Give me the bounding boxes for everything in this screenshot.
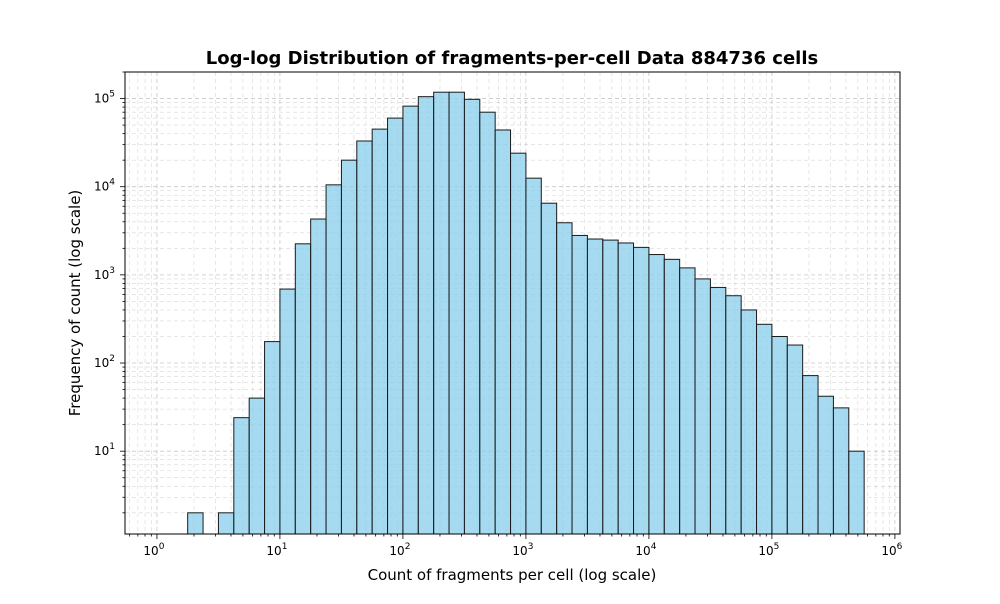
histogram-bar [848,450,865,535]
histogram-bar [771,335,788,535]
chart-title: Log-log Distribution of fragments-per-ce… [206,48,818,69]
x-tick-label: 103 [512,542,533,558]
y-tick-label-base: 10 [94,92,109,106]
histogram-bar [264,341,281,535]
y-tick-label-exponent: 5 [109,90,115,100]
histogram-bar [325,184,342,535]
histogram-bar [310,218,327,535]
histogram-bar [602,239,619,535]
x-tick-label-base: 10 [881,544,896,558]
histogram-bar [294,243,312,535]
histogram-bar [679,267,696,535]
histogram-bar [832,407,850,535]
x-tick-label-base: 10 [389,544,404,558]
x-tick-label: 100 [143,542,164,558]
histogram-bar [617,242,635,535]
y-tick-label-base: 10 [94,180,109,194]
histogram-bar [248,397,266,535]
histogram-bar [463,98,481,535]
x-tick-label-exponent: 1 [282,542,288,552]
x-tick-label: 101 [266,542,287,558]
histogram-bar [540,202,558,535]
histogram-bar [340,159,358,535]
histogram-bar [387,117,404,535]
x-tick-label-exponent: 0 [159,542,165,552]
y-tick-label-exponent: 2 [109,354,115,364]
histogram-bar [740,309,758,535]
histogram-bar [417,96,435,535]
histogram-bar [817,395,834,535]
x-axis-label: Count of fragments per cell (log scale) [368,566,657,584]
x-tick-label-base: 10 [758,544,773,558]
x-tick-label-exponent: 5 [774,542,780,552]
histogram-bar [510,152,527,535]
histogram-bar [279,288,296,535]
y-tick-label-base: 10 [94,268,109,282]
histogram-bar [786,344,804,535]
y-tick-label: 101 [94,442,115,458]
y-tick-label: 102 [94,354,115,370]
histogram-bar [525,177,542,535]
y-tick-label-exponent: 4 [109,178,115,188]
histogram-bar [371,128,389,535]
histogram-bar [479,111,496,535]
histogram-bar [571,234,588,535]
y-tick-label: 105 [94,90,115,106]
y-tick-label-base: 10 [94,444,109,458]
histogram-bar [217,512,235,535]
y-tick-label: 104 [94,178,115,194]
x-axis: 100 101 102 103 104 105 106 [129,534,903,558]
x-tick-label-exponent: 4 [651,542,657,552]
histogram-bar [556,222,573,535]
histogram-bar [648,254,665,535]
x-tick-label-base: 10 [512,544,527,558]
y-tick-label-base: 10 [94,356,109,370]
x-tick-label-base: 10 [266,544,281,558]
bars [187,91,865,535]
plot-frame [124,71,901,535]
histogram-bar [233,417,250,535]
histogram-bar [586,238,604,535]
y-axis-label: Frequency of count (log scale) [66,190,84,417]
histogram-bar [709,286,727,535]
x-tick-label-exponent: 6 [897,542,903,552]
x-tick-label: 105 [758,542,779,558]
histogram-bar [187,512,204,535]
histogram-bar [356,140,373,535]
histogram-bar [494,129,512,535]
x-tick-label-exponent: 2 [405,542,411,552]
x-tick-label-base: 10 [635,544,650,558]
histogram-bar [402,105,419,535]
histogram-bar [663,258,681,535]
x-tick-label: 106 [881,542,902,558]
histogram-bar [756,323,773,535]
histogram-bar [448,91,465,535]
x-tick-label: 102 [389,542,410,558]
y-tick-label: 103 [94,266,115,282]
histogram-bar [725,295,742,535]
histogram-bar [694,278,711,535]
y-tick-label-exponent: 3 [109,266,115,276]
histogram-bar [802,375,819,535]
histogram-bar [633,246,650,535]
x-tick-label: 104 [635,542,656,558]
x-tick-label-base: 10 [143,544,158,558]
y-tick-label-exponent: 1 [109,442,115,452]
x-tick-label-exponent: 3 [528,542,534,552]
histogram-bar [433,91,450,535]
